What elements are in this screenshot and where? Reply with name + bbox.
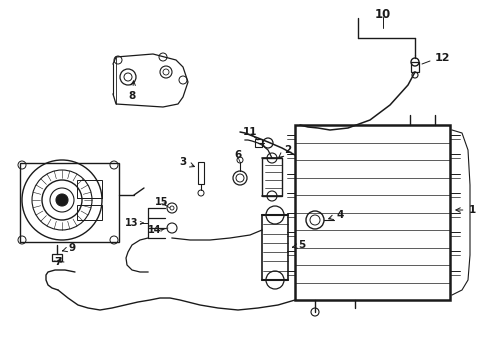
Bar: [262, 158, 282, 196]
Text: 7: 7: [54, 257, 62, 267]
Bar: [77, 205, 102, 220]
Bar: [77, 180, 102, 198]
Text: 2: 2: [279, 145, 292, 157]
Text: 3: 3: [179, 157, 195, 167]
Text: 12: 12: [435, 53, 450, 63]
Bar: [52, 254, 62, 261]
Bar: [20, 163, 119, 242]
Circle shape: [56, 194, 68, 206]
Bar: [262, 215, 288, 280]
Text: 5: 5: [293, 240, 306, 250]
Text: 1: 1: [456, 205, 476, 215]
Bar: [198, 162, 204, 184]
Bar: [411, 62, 419, 72]
Text: 10: 10: [375, 8, 391, 21]
Text: 4: 4: [329, 210, 343, 220]
Bar: [295, 125, 450, 300]
Text: 8: 8: [128, 81, 136, 101]
Text: 9: 9: [63, 243, 75, 253]
Bar: [255, 139, 262, 147]
Text: 13: 13: [125, 218, 139, 228]
Text: 6: 6: [234, 150, 242, 160]
Text: 15: 15: [155, 197, 169, 207]
Text: 14: 14: [148, 225, 162, 235]
Text: 11: 11: [243, 127, 257, 137]
